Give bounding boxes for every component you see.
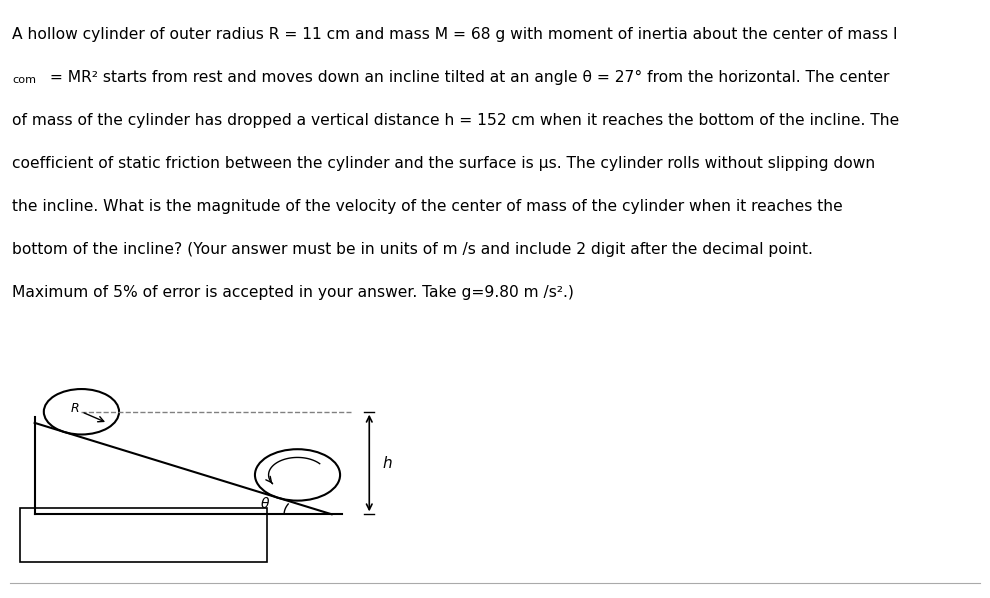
- Text: R: R: [70, 402, 79, 415]
- Text: Maximum of 5% of error is accepted in your answer. Take g=9.80 m /s².): Maximum of 5% of error is accepted in yo…: [12, 285, 574, 300]
- FancyBboxPatch shape: [20, 508, 267, 562]
- Text: the incline. What is the magnitude of the velocity of the center of mass of the : the incline. What is the magnitude of th…: [12, 199, 842, 214]
- Text: com: com: [12, 75, 36, 85]
- Text: = MR² starts from rest and moves down an incline tilted at an angle θ = 27° from: = MR² starts from rest and moves down an…: [45, 70, 889, 85]
- Text: h: h: [382, 456, 392, 471]
- Text: bottom of the incline? (Your answer must be in units of m /s and include 2 digit: bottom of the incline? (Your answer must…: [12, 242, 813, 257]
- Text: A hollow cylinder of outer radius R = 11 cm and mass M = 68 g with moment of ine: A hollow cylinder of outer radius R = 11…: [12, 27, 897, 42]
- Text: coefficient of static friction between the cylinder and the surface is μs. The c: coefficient of static friction between t…: [12, 156, 875, 171]
- Text: θ: θ: [261, 496, 269, 511]
- Text: of mass of the cylinder has dropped a vertical distance h = 152 cm when it reach: of mass of the cylinder has dropped a ve…: [12, 113, 899, 128]
